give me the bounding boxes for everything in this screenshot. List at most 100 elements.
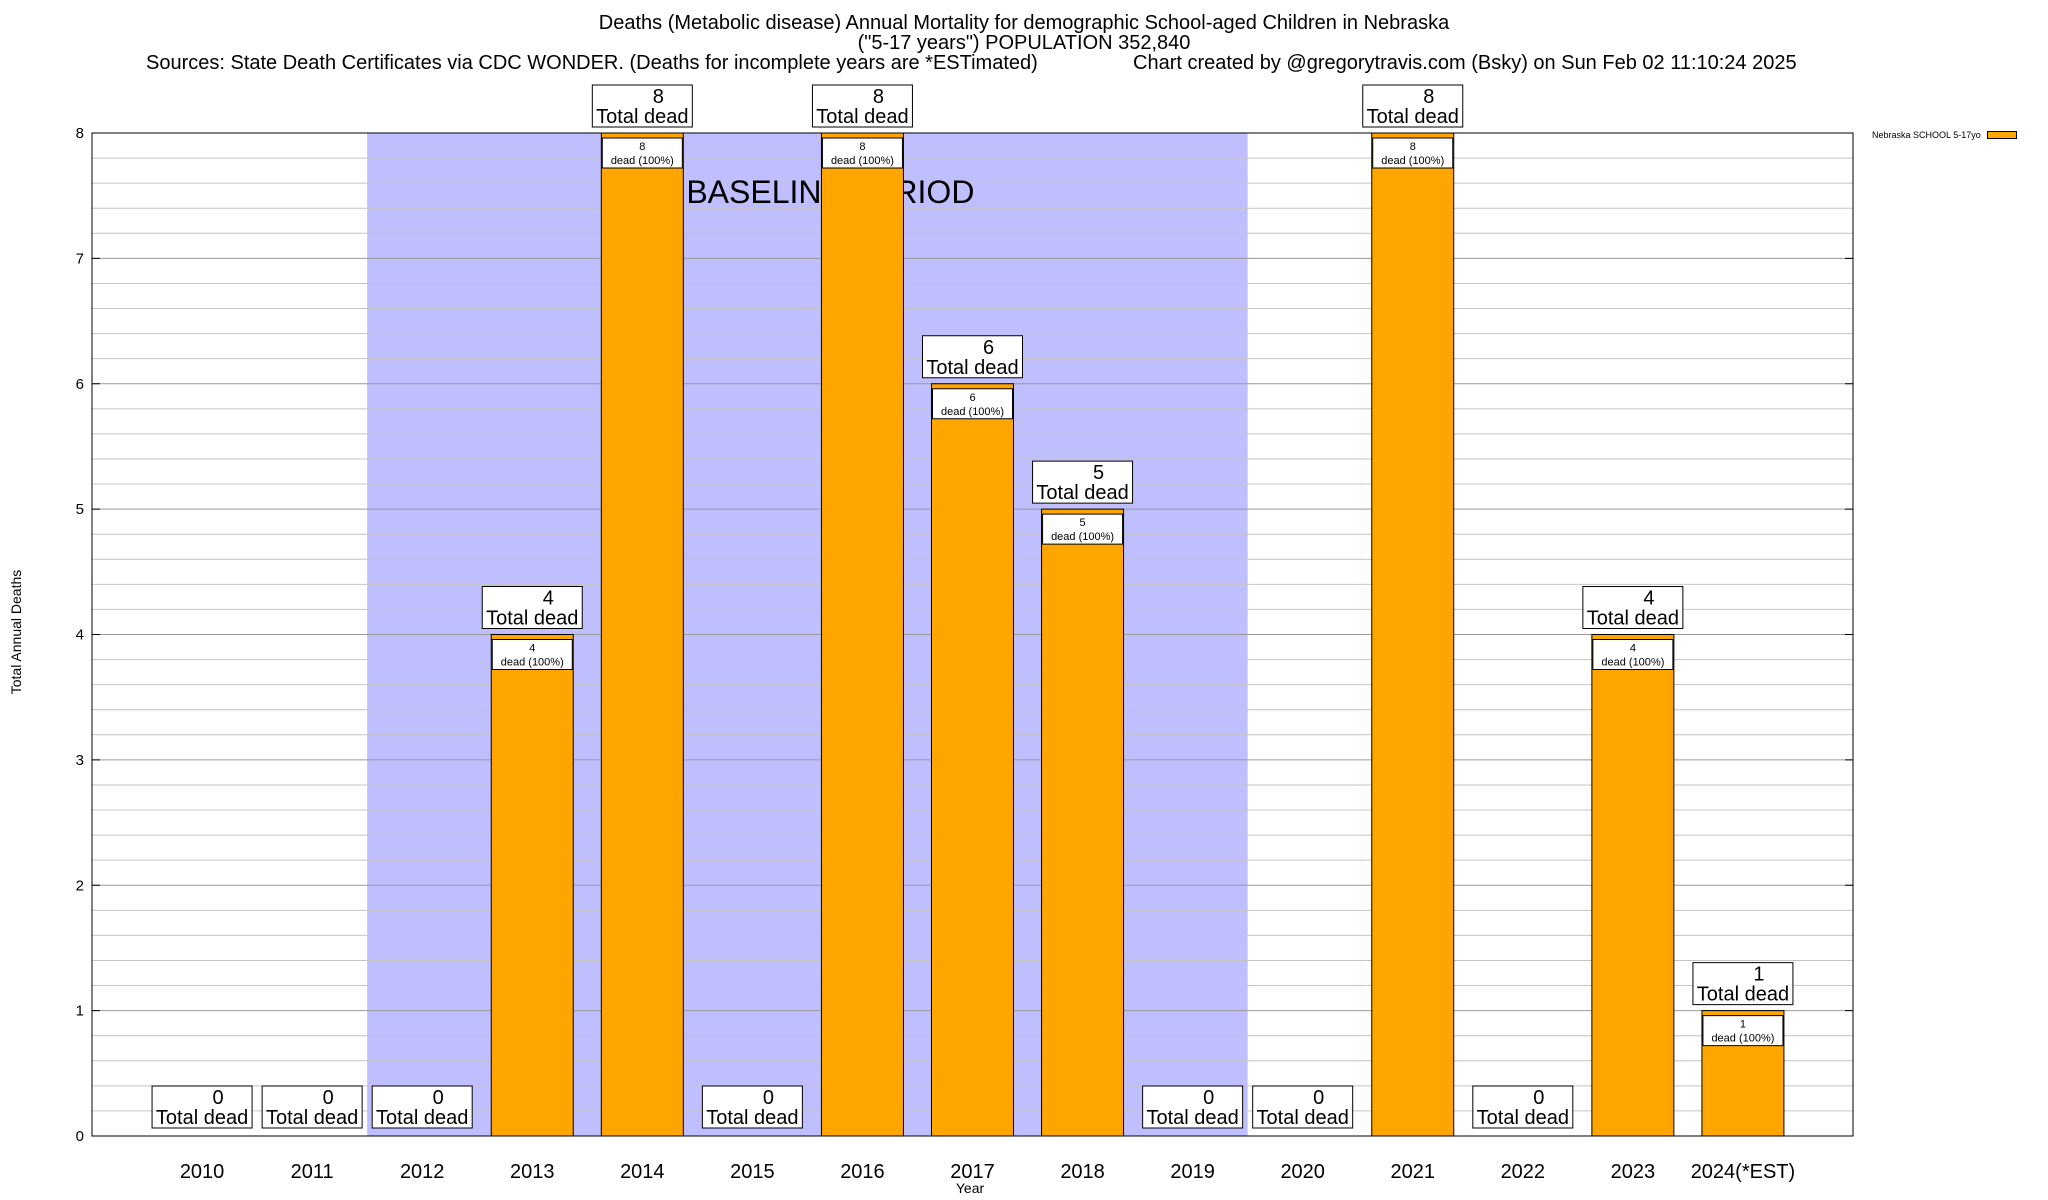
- x-tick-label: 2018: [1060, 1161, 1105, 1183]
- total-label: Total dead: [156, 1107, 248, 1129]
- bar-inner-label-box: [1702, 1015, 1784, 1047]
- total-label-box: [261, 1085, 363, 1129]
- bar-inner-label: dead (100%): [1051, 531, 1114, 543]
- x-tick-label: 2016: [840, 1161, 885, 1183]
- bar-inner-label: dead (100%): [831, 155, 894, 167]
- y-tick-label: 1: [76, 1003, 84, 1020]
- total-label-box: [701, 1085, 803, 1129]
- bar-inner-label-box: [601, 137, 683, 169]
- total-value: 0: [323, 1087, 334, 1109]
- chart-title: Deaths (Metabolic disease) Annual Mortal…: [598, 12, 1450, 34]
- x-tick-label: 2015: [730, 1161, 775, 1183]
- total-value: 8: [873, 86, 884, 108]
- bar-inner-value: 8: [859, 141, 865, 153]
- legend-swatch: [1986, 131, 2017, 139]
- bar-inner-value: 4: [529, 643, 535, 655]
- total-value: 4: [1643, 588, 1654, 610]
- bar-inner-label: dead (100%): [1711, 1033, 1774, 1045]
- total-label: Total dead: [1697, 984, 1789, 1006]
- bar-inner-label: dead (100%): [1381, 155, 1444, 167]
- total-label: Total dead: [706, 1107, 798, 1129]
- total-value: 0: [763, 1087, 774, 1109]
- total-label: Total dead: [1036, 482, 1128, 504]
- total-label: Total dead: [486, 608, 578, 630]
- total-label-box: [922, 335, 1023, 379]
- bar: [600, 132, 684, 1137]
- chart-credit: Chart created by @gregorytravis.com (Bsk…: [1133, 52, 1797, 74]
- bar: [820, 132, 904, 1137]
- total-label: Total dead: [1477, 1107, 1569, 1129]
- total-label-box: [591, 84, 693, 128]
- y-tick-label: 4: [76, 627, 84, 644]
- total-label: Total dead: [1257, 1107, 1349, 1129]
- total-value: 0: [433, 1087, 444, 1109]
- bar: [931, 383, 1014, 1137]
- y-tick-label: 5: [76, 501, 84, 518]
- total-label: Total dead: [1587, 608, 1679, 630]
- total-label: Total dead: [1146, 1107, 1238, 1129]
- x-tick-label: 2014: [620, 1161, 665, 1183]
- x-tick-label: 2021: [1391, 1161, 1436, 1183]
- x-tick-label: 2024(*EST): [1691, 1161, 1796, 1183]
- bar-inner-value: 6: [969, 392, 975, 404]
- total-label-box: [1362, 84, 1464, 128]
- x-tick-label: 2011: [291, 1161, 334, 1183]
- y-tick-label: 0: [76, 1128, 84, 1145]
- x-tick-label: 2017: [950, 1161, 995, 1183]
- total-label-box: [151, 1085, 253, 1129]
- total-label-box: [811, 84, 913, 128]
- bar-inner-value: 8: [639, 141, 645, 153]
- total-label-box: [1252, 1085, 1354, 1129]
- total-value: 6: [983, 337, 994, 359]
- total-label: Total dead: [1367, 106, 1459, 128]
- x-tick-label: 2019: [1170, 1161, 1215, 1183]
- bar: [1591, 634, 1675, 1137]
- total-value: 5: [1093, 462, 1104, 484]
- chart-sources-note: Sources: State Death Certificates via CD…: [146, 52, 1038, 74]
- total-value: 0: [213, 1087, 224, 1109]
- total-value: 0: [1313, 1087, 1324, 1109]
- bar-inner-value: 1: [1740, 1019, 1746, 1031]
- bar-inner-label-box: [821, 137, 903, 169]
- bar-inner-value: 8: [1410, 141, 1416, 153]
- legend-entry-label: Nebraska SCHOOL 5-17yo: [1872, 130, 1981, 140]
- y-tick-label: 8: [76, 125, 84, 142]
- total-label-box: [481, 586, 583, 629]
- total-value: 4: [543, 588, 554, 610]
- bar: [490, 634, 574, 1137]
- total-label-box: [1472, 1085, 1574, 1129]
- total-label-box: [1692, 962, 1794, 1006]
- y-tick-label: 2: [76, 877, 84, 894]
- bar: [1371, 132, 1455, 1137]
- total-label-box: [1142, 1085, 1244, 1129]
- total-value: 8: [1423, 86, 1434, 108]
- x-tick-label: 2020: [1280, 1161, 1325, 1183]
- x-tick-label: 2012: [400, 1161, 445, 1183]
- total-value: 1: [1753, 964, 1764, 986]
- x-tick-label: 2010: [180, 1161, 225, 1183]
- total-value: 0: [1533, 1087, 1544, 1109]
- y-tick-label: 6: [76, 376, 84, 393]
- bar-inner-label-box: [1592, 639, 1674, 670]
- bar-inner-label: dead (100%): [501, 657, 564, 669]
- total-label: Total dead: [266, 1107, 358, 1129]
- total-label-box: [1582, 586, 1684, 629]
- x-tick-label: 2022: [1501, 1161, 1546, 1183]
- legend: Nebraska SCHOOL 5-17yo: [1872, 130, 2017, 140]
- bar-inner-value: 4: [1630, 643, 1636, 655]
- total-value: 0: [1203, 1087, 1214, 1109]
- bar-inner-label: dead (100%): [941, 406, 1004, 418]
- total-label: Total dead: [926, 357, 1018, 379]
- bar-inner-label: dead (100%): [1601, 657, 1664, 669]
- bar-inner-label-box: [491, 639, 573, 670]
- total-label-box: [1032, 460, 1134, 504]
- total-value: 8: [653, 86, 664, 108]
- bar-inner-label: dead (100%): [611, 155, 674, 167]
- total-label: Total dead: [596, 106, 688, 128]
- x-tick-label: 2013: [510, 1161, 555, 1183]
- x-axis-label: Year: [955, 1180, 985, 1196]
- x-tick-label: 2023: [1611, 1161, 1656, 1183]
- y-axis-label: Total Annual Deaths: [8, 569, 24, 695]
- y-tick-label: 3: [76, 752, 84, 769]
